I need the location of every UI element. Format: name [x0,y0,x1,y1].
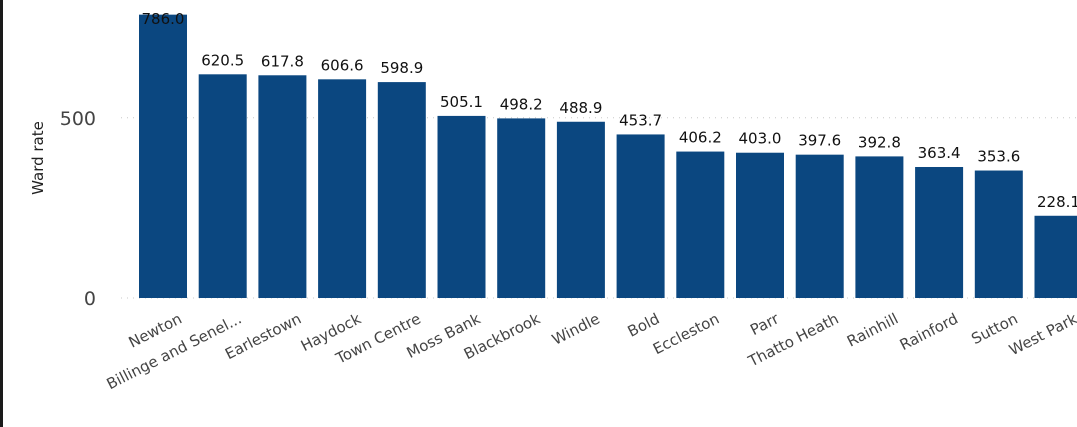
bar-chart: 0 500 Ward rate 786.0 620.5 617.8 606.6 598.9… [29,10,1077,393]
data-label: 453.7 [619,111,662,129]
bar [736,152,784,298]
data-label: 403.0 [739,130,782,148]
data-label: 498.2 [500,95,543,113]
data-label: 620.5 [201,51,244,69]
bar [258,75,307,298]
x-tick-label: Windle [549,310,603,349]
bar [556,121,605,298]
data-label: 397.6 [798,132,841,150]
bar [676,151,725,298]
data-label: 353.6 [977,148,1020,166]
data-label: 406.2 [679,129,722,147]
bar [497,118,546,299]
bar [616,134,665,298]
bar [1034,215,1077,298]
y-axis-ticks: 0 500 [60,108,96,310]
data-label: 606.6 [321,56,364,74]
data-label: 488.9 [559,99,602,117]
bar [437,115,486,298]
bar [318,79,367,298]
y-tick-label: 0 [84,288,96,310]
data-label: 505.1 [440,93,483,111]
bar [198,74,247,298]
bar [795,154,844,298]
data-label: 617.8 [261,52,304,70]
data-labels: 786.0 620.5 617.8 606.6 598.9 505.1 498.2 488.9… [142,10,1077,211]
x-tick-label: Eccleston [650,310,722,359]
data-label: 598.9 [380,59,423,77]
x-tick-label: Parr [747,309,782,339]
data-label: 392.8 [858,133,901,151]
y-tick-label: 500 [60,108,96,130]
data-label: 786.0 [142,10,185,28]
x-tick-label: Bold [625,310,663,341]
x-tick-label: West Park [1006,309,1077,359]
data-label: 363.4 [918,144,961,162]
data-label: 228.1 [1037,193,1077,211]
bars [139,14,1077,299]
x-tick-label: Rainhill [844,310,901,351]
bar [974,170,1023,298]
x-tick-label: Rainford [897,310,961,355]
bar [139,14,187,298]
y-axis-label: Ward rate [29,121,47,195]
bar [915,166,964,298]
bar [377,82,426,298]
bar [855,156,904,298]
